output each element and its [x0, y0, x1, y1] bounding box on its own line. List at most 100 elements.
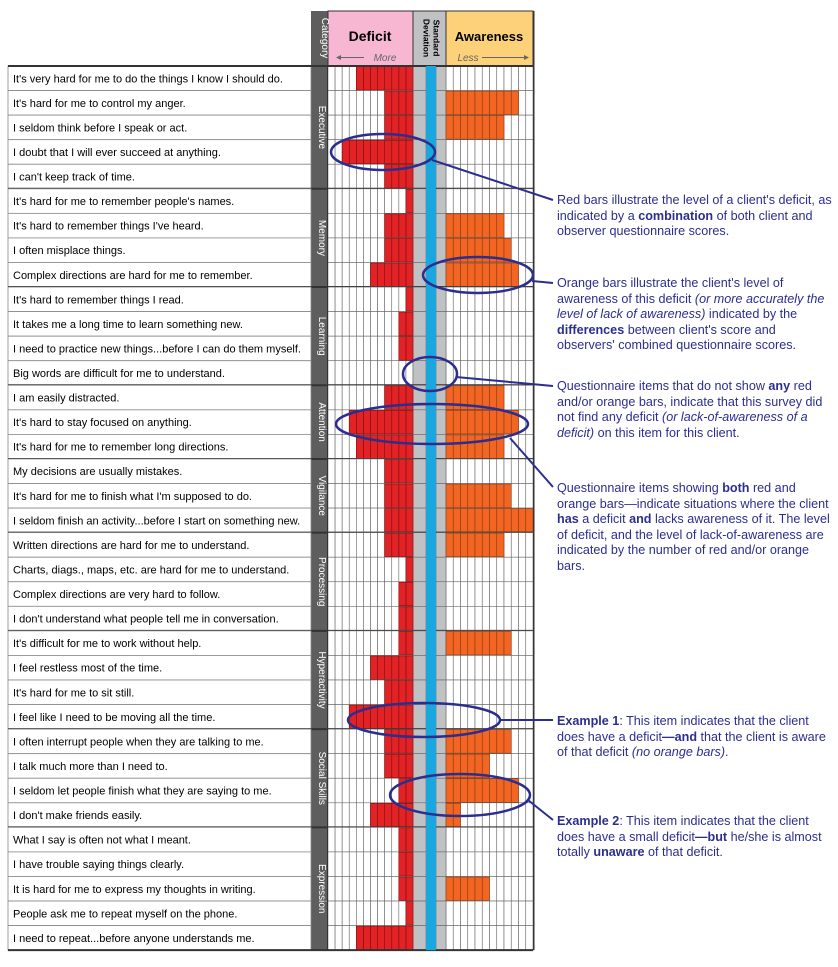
grid-cell [341, 335, 350, 362]
deficit-bar-cell [405, 852, 414, 877]
deficit-bar-cell [405, 925, 414, 950]
deficit-bar-cell [377, 802, 385, 828]
deficit-bar-cell [363, 410, 371, 435]
deficit-bar-cell [377, 704, 385, 729]
grid-cell [348, 679, 357, 705]
grid-cell [341, 483, 350, 509]
grid-cell [467, 581, 476, 607]
deficit-bar-cell [384, 459, 393, 484]
awareness-bar-cell [460, 262, 469, 287]
grid-cell [518, 335, 527, 362]
grid-cell [518, 753, 527, 779]
grid-cell [525, 655, 534, 681]
grid-cell [327, 409, 336, 435]
grid-cell [334, 606, 343, 632]
sd-cell [435, 188, 447, 214]
grid-cell [327, 581, 336, 607]
grid-cell [348, 900, 357, 926]
awareness-bar-cell [467, 213, 476, 238]
callout-ellipse [388, 772, 532, 818]
grid-cell [327, 114, 336, 140]
awareness-bar-cell [481, 434, 490, 459]
callout-ellipse [334, 402, 530, 446]
sd-cell [412, 655, 427, 681]
grid-cell [384, 188, 393, 214]
deficit-bar-cell [384, 802, 393, 828]
deficit-bar-cell [391, 262, 400, 287]
grid-cell [341, 458, 350, 484]
grid-cell [341, 311, 350, 337]
grid-cell [452, 139, 461, 165]
deficit-bar-cell [391, 66, 400, 91]
grid-cell [510, 237, 519, 263]
item-label: I have trouble saying things clearly. [13, 859, 184, 871]
grid-cell [525, 65, 534, 91]
awareness-bar-cell [496, 483, 505, 508]
grid-cell [348, 728, 357, 754]
grid-cell [370, 163, 378, 190]
grid-cell [525, 532, 534, 558]
grid-cell [341, 900, 350, 926]
deficit-bar-cell [384, 483, 393, 508]
grid-cell [356, 458, 364, 484]
grid-cell [474, 139, 483, 165]
grid-cell [391, 188, 400, 214]
grid-cell [348, 434, 357, 460]
grid-cell [525, 434, 534, 460]
item-label: It's difficult for me to work without he… [13, 638, 201, 650]
grid-cell [518, 213, 527, 239]
awareness-bar-cell [489, 532, 498, 558]
grid-cell [445, 458, 454, 484]
grid-cell [510, 139, 519, 165]
grid-cell [467, 286, 476, 312]
item-row [7, 900, 312, 926]
grid-cell [370, 851, 378, 877]
grid-cell [518, 90, 527, 116]
grid-cell [518, 925, 527, 951]
grid-cell [398, 556, 407, 583]
item-row [7, 433, 312, 460]
deficit-bar-cell [356, 925, 364, 950]
grid-cell [460, 925, 469, 951]
grid-cell [348, 753, 357, 779]
sd-cell [412, 728, 427, 754]
grid-cell [496, 753, 505, 779]
grid-cell [510, 65, 519, 91]
grid-cell [460, 827, 469, 853]
awareness-bar-cell [474, 631, 483, 656]
deficit-bar-cell [391, 90, 400, 115]
grid-cell [356, 802, 364, 828]
grid-cell [334, 507, 343, 533]
sd-cell [412, 532, 427, 558]
grid-cell [503, 556, 512, 583]
callout-leader-line [455, 376, 554, 387]
deficit-bar-cell [405, 532, 414, 558]
deficit-bar-cell [398, 213, 407, 238]
grid-cell [391, 606, 400, 632]
grid-cell [481, 606, 490, 632]
item-row [7, 311, 312, 337]
item-label: I often misplace things. [13, 245, 126, 257]
grid-cell [370, 532, 378, 558]
grid-cell [327, 237, 336, 263]
grid-cell [334, 581, 343, 607]
grid-cell [356, 728, 364, 754]
grid-cell [341, 163, 350, 190]
grid-cell [348, 65, 357, 91]
grid-cell [334, 483, 343, 509]
grid-cell [334, 532, 343, 558]
grid-cell [377, 483, 385, 509]
awareness-bar-cell [474, 508, 483, 533]
grid-cell [377, 114, 385, 140]
awareness-bar-cell [460, 876, 469, 901]
grid-cell [398, 900, 407, 926]
grid-cell [489, 876, 498, 902]
grid-cell [356, 679, 364, 705]
grid-cell [370, 90, 378, 116]
grid-cell [327, 556, 336, 583]
awareness-bar-cell [460, 410, 469, 435]
awareness-bar-cell [496, 262, 505, 287]
grid-cell [384, 286, 393, 312]
grid-cell [525, 311, 534, 337]
grid-cell [334, 876, 343, 902]
